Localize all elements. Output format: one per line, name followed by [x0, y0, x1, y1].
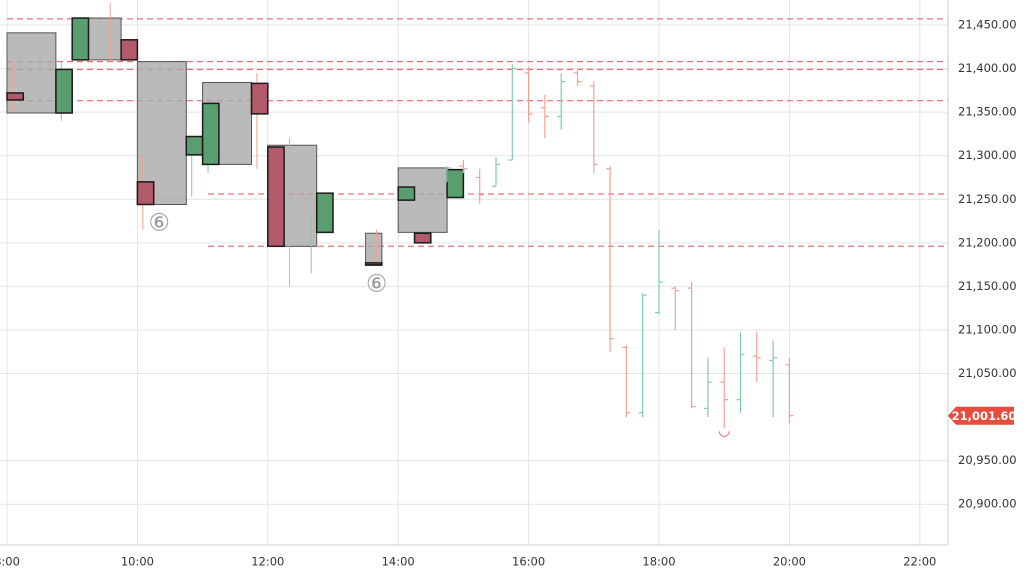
- candle: [413, 232, 432, 244]
- y-tick-label: 21,100.00: [958, 322, 1017, 336]
- range-box: [365, 232, 383, 266]
- candle: [250, 82, 269, 115]
- candle: [136, 181, 155, 206]
- candles: [6, 17, 465, 266]
- tick-bars: [443, 64, 794, 429]
- candle: [185, 135, 204, 156]
- time-axis[interactable]: 8:00 10:00 12:00 14:00 16:00 18:00 20:00 22:00: [0, 555, 936, 569]
- x-tick-label: 14:00: [382, 555, 415, 569]
- y-tick-label: 21,450.00: [958, 18, 1017, 32]
- candle: [201, 102, 220, 166]
- x-tick-label: 20:00: [773, 555, 806, 569]
- range-boxes: [6, 17, 448, 266]
- range-box: [6, 32, 57, 114]
- y-tick-label: 21,200.00: [958, 235, 1017, 249]
- candle: [120, 39, 139, 61]
- markers: ⑥ ⑥ ◡: [148, 209, 730, 439]
- x-tick-label: 16:00: [512, 555, 545, 569]
- candle: [315, 192, 334, 234]
- candle: [267, 146, 285, 248]
- range-box: [136, 61, 187, 205]
- y-tick-label: 21,400.00: [958, 61, 1017, 75]
- candle: [446, 168, 465, 199]
- y-tick-label: 21,050.00: [958, 366, 1017, 380]
- last-price-tag: 21,001.60: [948, 406, 1017, 425]
- x-tick-label: 8:00: [0, 555, 20, 569]
- y-tick-label: 20,900.00: [958, 497, 1017, 511]
- last-price-label: 21,001.60: [952, 409, 1017, 423]
- x-tick-label: 22:00: [903, 555, 936, 569]
- candle: [6, 92, 25, 101]
- y-tick-label: 21,250.00: [958, 192, 1017, 206]
- x-tick-label: 12:00: [251, 555, 284, 569]
- x-tick-label: 10:00: [121, 555, 154, 569]
- candle: [55, 68, 73, 114]
- candle: [364, 262, 383, 266]
- y-tick-label: 21,150.00: [958, 279, 1017, 293]
- y-tick-label: 21,300.00: [958, 148, 1017, 162]
- price-axis[interactable]: 21,450.00 21,400.00 21,350.00 21,300.00 21,2…: [958, 18, 1017, 511]
- y-tick-label: 21,350.00: [958, 105, 1017, 119]
- last-price-tag-shape: [948, 406, 1014, 425]
- x-tick-label: 18:00: [642, 555, 675, 569]
- candle: [71, 17, 90, 61]
- marker-label: ⑥: [366, 270, 388, 298]
- candle: [397, 186, 416, 201]
- marker-label: ⑥: [148, 209, 170, 237]
- marker-label: ◡: [718, 423, 730, 439]
- y-tick-label: 20,950.00: [958, 453, 1017, 467]
